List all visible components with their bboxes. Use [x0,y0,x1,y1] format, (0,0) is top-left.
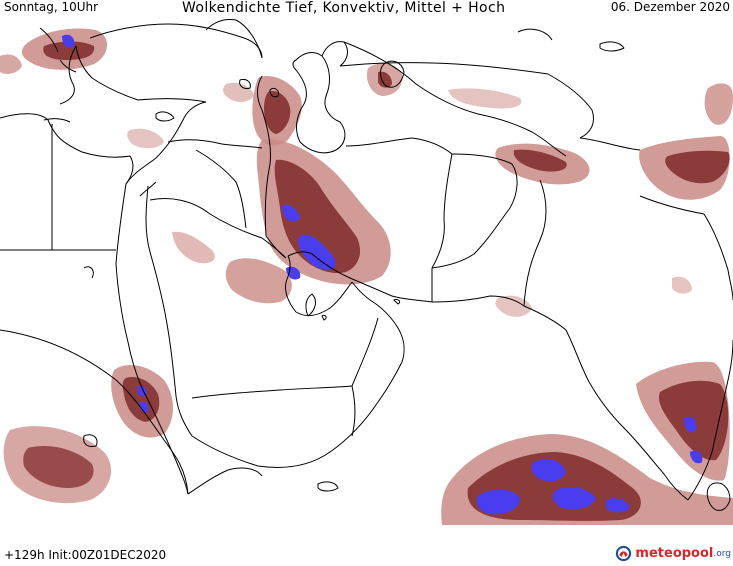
cloud-area-bay-of-bengal-deep-2 [690,450,703,464]
small-lakes-and-islands [83,79,401,447]
valid-time-label: Sonntag, 10Uhr [4,0,99,14]
cloud-area-ethiopia-deep-2 [139,401,149,413]
cloud-area-tibet-north [704,83,733,125]
coastline-gulf-iran [287,251,433,303]
coastline-black-sea-east [205,19,263,59]
border-china-west [579,137,641,151]
coastline-red-sea-west [115,183,189,495]
cloud-area-iran-northeast-core [378,71,392,88]
border-iran-afghanistan [431,153,453,269]
border-ethiopia [115,379,189,495]
cloud-area-arabian-sea-deep-4 [606,498,630,513]
brand-tld: .org [713,548,731,559]
border-oman-saudi [351,317,379,387]
lake-urmia [269,87,279,98]
coastline-gulf-arabia [285,255,353,316]
border-iran-iraq [261,109,271,237]
cloud-area-himalaya-core [665,150,730,184]
island-hormuz [393,299,401,305]
coastline-makran [431,295,525,307]
border-kazakhstan-south [339,62,549,75]
coastline-mediterranean-south [0,113,134,185]
border-iran-turkey [257,75,263,111]
border-turkmenistan-uzbekistan [343,41,479,115]
lake-tana [83,434,98,447]
coastline-sri-lanka [706,482,731,511]
coastline-caspian [292,52,346,154]
cloud-area-levant [172,231,215,264]
cloud-area-hindukush-core [513,149,567,172]
cloud-area-balkans [0,54,22,74]
coastlines-and-borders [0,19,733,511]
coastline-lake-balkhash [517,28,553,41]
cloud-area-turkey-west-core [43,41,95,60]
brand-name: meteopool [635,546,714,561]
coastline-aegean [39,27,77,105]
border-iran-turkmenistan [345,137,453,155]
cloud-area-arabian-sea-deep-3 [552,487,596,510]
coastline-cyprus [155,111,175,122]
map-title: Wolkendichte Tief, Konvektiv, Mittel + H… [182,0,506,16]
coastline-levant [125,101,207,185]
coastline-crete [43,118,71,123]
border-afghanistan-pakistan [431,153,518,269]
coastline-socotra [317,481,339,492]
meteopool-logo-icon [616,545,632,562]
cloud-area-bay-of-bengal-deep [684,416,697,433]
border-iraq-syria [195,149,247,229]
coastline-red-sea-east [145,185,193,437]
coastline-arabian-south [191,361,403,468]
border-yemen-saudi [191,385,353,399]
cloud-area-caspian-core [264,90,291,134]
lake-nasser [83,266,94,279]
meteopool-brand[interactable]: meteopool .org [615,545,731,562]
cloud-area-arabian-sea-deep-2 [531,459,566,482]
cloud-area-zagros-core [274,159,361,274]
coastline-black-sea-south [89,23,263,59]
coastline-issyk-kul [599,41,625,52]
coastline-qatar [305,293,316,317]
cloud-area-mesopotamia [225,258,292,304]
border-turkey-syria [167,139,263,149]
cloud-area-east-africa-core [23,445,94,488]
border-pakistan-india [523,179,547,307]
date-label: 06. Dezember 2020 [610,0,730,14]
cloud-area-zagros-deep [282,204,300,222]
cloud-area-aegean-deep [62,34,75,48]
cloud-area-east-turkey [223,82,254,102]
lake-van [239,79,251,89]
border-tajikistan [477,113,567,157]
border-kuwait [261,237,287,259]
cloud-area-arabian-sea-deep [476,489,520,515]
coastline-india-west [523,305,689,501]
border-kyrgyzstan [547,73,594,139]
coastline-aral [379,60,405,88]
cloud-area-gulf-deep [298,234,336,271]
cloud-density-layer [0,28,733,525]
coastline-turkey-south [75,45,207,103]
island-bahrain [321,315,327,321]
cloud-area-india-central [495,295,532,317]
coastline-india-east [687,339,733,501]
coastline-horn-africa [187,467,263,495]
coastline-oman [351,281,405,363]
cloud-area-ethiopia-core [122,376,160,422]
coastline-gulf-of-aqaba [139,181,157,197]
border-sudan-south [0,329,117,381]
cloud-density-map [0,16,733,525]
border-nepal [639,195,705,215]
border-india-bangladesh [703,213,733,301]
cloud-area-mediterranean-east [127,128,164,149]
border-oman-yemen [351,385,356,437]
cloud-area-india-northeast [672,276,692,294]
forecast-info: +129h Init:00Z01DEC2020 [4,548,167,562]
cloud-area-central-asia [448,88,522,109]
border-saudi-north [149,198,263,239]
